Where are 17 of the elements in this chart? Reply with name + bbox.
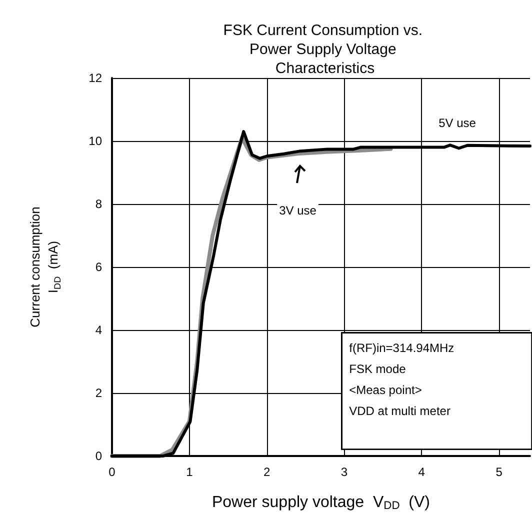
x-tick-label: 2 xyxy=(263,465,270,479)
y-tick-label: 4 xyxy=(95,323,102,337)
annotation: 3V use xyxy=(279,203,317,218)
x-tick-label: 1 xyxy=(186,465,194,479)
annotation: f(RF)in=314.94MHz FSK mode <Meas point> VDD at multi meter xyxy=(349,340,454,420)
x-tick-label: 0 xyxy=(108,465,116,479)
chart-title: FSK Current Consumption vs. Power Supply Voltage Characteristics xyxy=(223,22,427,77)
y-tick-label: 0 xyxy=(95,449,102,463)
annotation: 5V use xyxy=(438,116,476,130)
y-tick-label: 12 xyxy=(88,71,102,85)
y-tick-label: 8 xyxy=(95,197,102,211)
x-tick-label: 5 xyxy=(496,465,503,479)
x-tick-label: 4 xyxy=(418,465,426,479)
y-tick-label: 10 xyxy=(88,134,102,148)
y-tick-label: 6 xyxy=(95,260,102,274)
y-tick-label: 2 xyxy=(95,386,102,400)
x-tick-label: 3 xyxy=(340,465,348,479)
